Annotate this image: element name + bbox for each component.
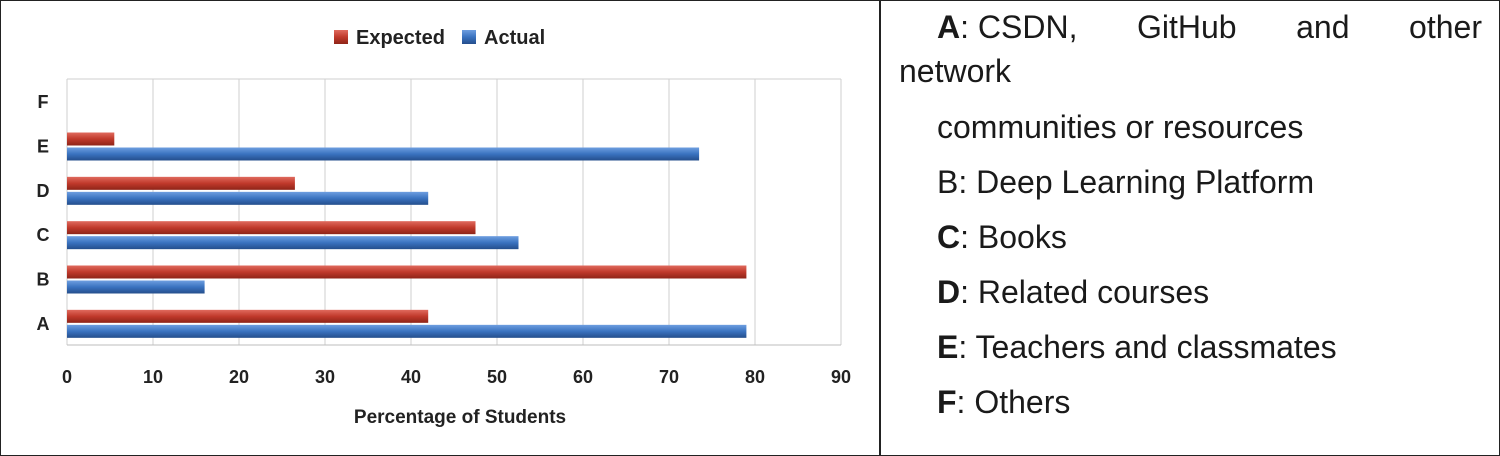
key-text-a-part2: GitHub	[1136, 9, 1237, 45]
key-line-c: C: Books	[937, 219, 1067, 256]
y-tick-label-f: F	[38, 92, 49, 112]
bar-expected-e	[67, 132, 115, 146]
bar-actual-c	[67, 236, 519, 250]
x-tick-label-40: 40	[401, 367, 421, 387]
bar-expected-b	[67, 265, 747, 279]
x-tick-label-0: 0	[62, 367, 72, 387]
y-tick-label-e: E	[37, 137, 49, 157]
bar-expected-c	[67, 221, 476, 235]
key-text-d: : Related courses	[960, 274, 1210, 310]
key-line-e: E: Teachers and classmates	[937, 329, 1337, 366]
key-letter-f: F	[937, 384, 957, 420]
bar-expected-a	[67, 309, 429, 323]
chart-legend: Expected Actual	[334, 27, 545, 49]
gridlines	[66, 78, 842, 345]
key-letter-e: E	[937, 329, 959, 365]
key-letter-d: D	[937, 274, 961, 310]
key-text-c: : Books	[960, 219, 1067, 255]
x-tick-label-10: 10	[143, 367, 163, 387]
key-line-d: D: Related courses	[937, 274, 1209, 311]
x-tick-label-60: 60	[573, 367, 593, 387]
bars	[67, 132, 747, 338]
legend-swatch-actual	[462, 30, 476, 44]
x-tick-label-80: 80	[745, 367, 765, 387]
bar-actual-e	[67, 147, 700, 161]
bar-expected-d	[67, 176, 295, 190]
x-tick-label-20: 20	[229, 367, 249, 387]
category-key: A: CSDN, GitHub and other network commun…	[881, 1, 1499, 455]
legend-label-expected: Expected	[356, 27, 445, 49]
bar-actual-d	[67, 191, 429, 205]
x-axis-title: Percentage of Students	[354, 407, 566, 428]
key-line-a: A: CSDN, GitHub and other	[937, 9, 1482, 46]
key-line-a-cont1: network	[899, 53, 1012, 89]
key-text-f: : Others	[956, 384, 1071, 420]
chart-panel: 0 10 20 30 40 50 60 70 80 90 Percentage of Student…	[1, 1, 881, 455]
bar-actual-a	[67, 324, 747, 338]
y-tick-label-d: D	[37, 181, 50, 201]
x-tick-label-50: 50	[487, 367, 507, 387]
key-line-a-cont2: communities or resources	[937, 109, 1304, 145]
x-tick-label-90: 90	[831, 367, 851, 387]
bar-chart: 0 10 20 30 40 50 60 70 80 90 Percentage of Student…	[37, 27, 852, 428]
key-text-a-part1: : CSDN,	[960, 9, 1078, 45]
key-line-b: B: Deep Learning Platform	[937, 164, 1315, 200]
key-letter-a: A	[937, 9, 961, 45]
key-text-a-part4: other	[1409, 9, 1482, 45]
legend-swatch-expected	[334, 30, 348, 44]
y-tick-label-c: C	[37, 225, 50, 245]
bar-actual-b	[67, 280, 205, 294]
x-tick-label-70: 70	[659, 367, 679, 387]
key-line-f: F: Others	[937, 384, 1070, 421]
key-text-a-part3: and	[1296, 9, 1350, 45]
key-text-e: : Teachers and classmates	[958, 329, 1337, 365]
legend-label-actual: Actual	[484, 27, 545, 49]
y-tick-label-a: A	[37, 314, 50, 334]
axes: 0 10 20 30 40 50 60 70 80 90 Percentage of Student…	[37, 92, 852, 428]
y-tick-label-b: B	[37, 270, 50, 290]
key-letter-c: C	[937, 219, 961, 255]
x-tick-label-30: 30	[315, 367, 335, 387]
